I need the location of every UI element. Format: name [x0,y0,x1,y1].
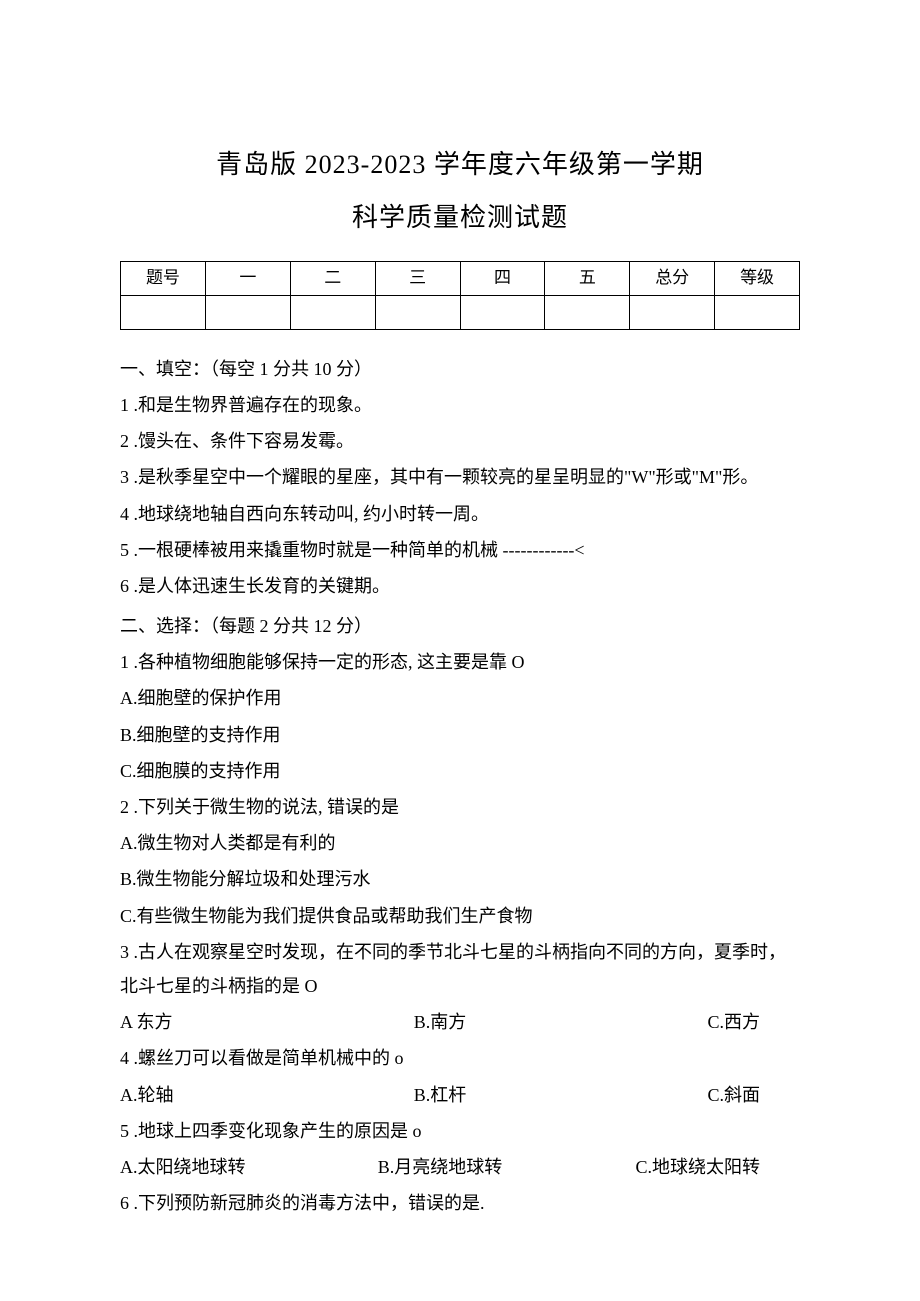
score-empty-cell [715,295,800,329]
choice-q1-opt-a: A.细胞壁的保护作用 [120,681,800,715]
choice-q4-stem: 4 .螺丝刀可以看做是简单机械中的 o [120,1041,800,1075]
score-header-cell: 等级 [715,261,800,295]
choice-q5-opt-b: B.月亮绕地球转 [333,1150,546,1184]
choice-q5-opt-c: C.地球绕太阳转 [547,1150,800,1184]
choice-q3-stem: 3 .古人在观察星空时发现，在不同的季节北斗七星的斗柄指向不同的方向，夏季时，北… [120,935,800,1003]
choice-q2-stem: 2 .下列关于微生物的说法, 错误的是 [120,790,800,824]
choice-q4-opt-b: B.杠杆 [333,1078,546,1112]
score-header-cell: 四 [460,261,545,295]
choice-q3-opt-c: C.西方 [547,1005,800,1039]
exam-title: 青岛版 2023-2023 学年度六年级第一学期 科学质量检测试题 [120,140,800,243]
choice-q2-opt-a: A.微生物对人类都是有利的 [120,826,800,860]
choice-q4-opt-a: A.轮轴 [120,1078,333,1112]
score-header-cell: 三 [375,261,460,295]
choice-q5-stem: 5 .地球上四季变化现象产生的原因是 o [120,1114,800,1148]
score-header-cell: 五 [545,261,630,295]
choice-q1-opt-c: C.细胞膜的支持作用 [120,754,800,788]
choice-q2-opt-b: B.微生物能分解垃圾和处理污水 [120,862,800,896]
score-empty-cell [205,295,290,329]
fill-blank-item: 6 .是人体迅速生长发育的关键期。 [120,569,800,603]
score-empty-cell [121,295,206,329]
score-empty-cell [545,295,630,329]
score-header-cell: 一 [205,261,290,295]
score-table: 题号 一 二 三 四 五 总分 等级 [120,261,800,330]
score-empty-cell [630,295,715,329]
score-header-cell: 二 [290,261,375,295]
choice-q5-opts: A.太阳绕地球转 B.月亮绕地球转 C.地球绕太阳转 [120,1150,800,1184]
fill-blank-item: 4 .地球绕地轴自西向东转动叫, 约小时转一周。 [120,497,800,531]
choice-q4-opts: A.轮轴 B.杠杆 C.斜面 [120,1078,800,1112]
choice-q3-opts: A 东方 B.南方 C.西方 [120,1005,800,1039]
score-empty-cell [290,295,375,329]
choice-q6-stem: 6 .下列预防新冠肺炎的消毒方法中，错误的是. [120,1186,800,1220]
title-line-2: 科学质量检测试题 [120,193,800,242]
fill-blank-item: 5 .一根硬棒被用来撬重物时就是一种简单的机械 ------------< [120,533,800,567]
section2-heading: 二、选择：（每题 2 分共 12 分） [120,609,800,643]
choice-q1-opt-b: B.细胞壁的支持作用 [120,718,800,752]
section1-heading: 一、填空：（每空 1 分共 10 分） [120,352,800,386]
score-header-cell: 题号 [121,261,206,295]
score-empty-cell [460,295,545,329]
choice-q3-opt-b: B.南方 [333,1005,546,1039]
choice-q3-opt-a: A 东方 [120,1005,333,1039]
score-empty-row [121,295,800,329]
choice-q4-opt-c: C.斜面 [547,1078,800,1112]
score-empty-cell [375,295,460,329]
fill-blank-item: 1 .和是生物界普遍存在的现象。 [120,388,800,422]
fill-blank-item: 2 .馒头在、条件下容易发霉。 [120,424,800,458]
fill-blank-item: 3 .是秋季星空中一个耀眼的星座，其中有一颗较亮的星呈明显的"W"形或"M"形。 [120,460,800,494]
title-line-1: 青岛版 2023-2023 学年度六年级第一学期 [120,140,800,189]
score-header-cell: 总分 [630,261,715,295]
choice-q1-stem: 1 .各种植物细胞能够保持一定的形态, 这主要是靠 O [120,645,800,679]
score-header-row: 题号 一 二 三 四 五 总分 等级 [121,261,800,295]
choice-q5-opt-a: A.太阳绕地球转 [120,1150,333,1184]
choice-q2-opt-c: C.有些微生物能为我们提供食品或帮助我们生产食物 [120,899,800,933]
